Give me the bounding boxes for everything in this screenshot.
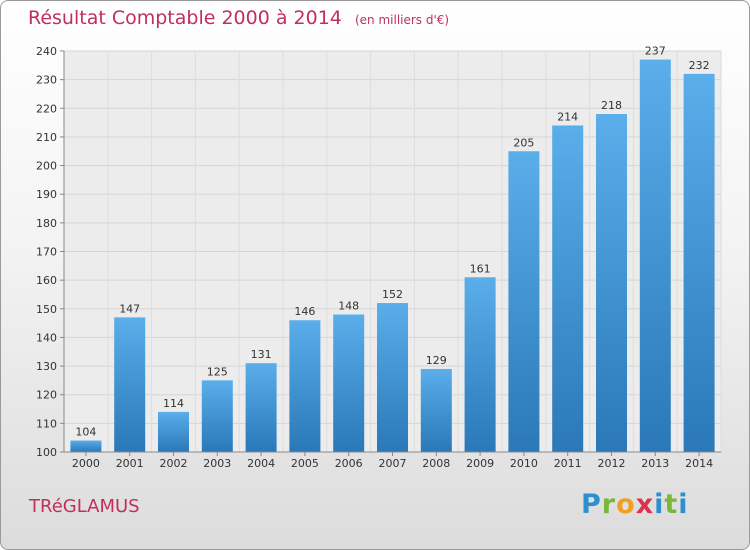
data-label: 125 [207,365,228,378]
bar [596,114,627,452]
logo-letter: x [635,489,655,520]
bar [114,317,146,452]
x-tick-label: 2010 [510,457,538,470]
x-tick-label: 2004 [247,457,275,470]
data-label: 205 [513,136,534,149]
x-tick-label: 2003 [203,457,231,470]
y-tick-label: 120 [36,389,57,402]
y-tick-label: 140 [36,331,57,344]
logo-letter: P [581,489,602,520]
data-label: 131 [251,348,272,361]
data-label: 214 [557,110,578,123]
data-label: 114 [163,397,184,410]
data-label: 146 [294,305,315,318]
bar [289,320,321,452]
y-tick-label: 130 [36,360,57,373]
data-label: 152 [382,288,403,301]
x-tick-label: 2006 [335,457,363,470]
bar [377,303,408,452]
y-tick-label: 240 [36,45,57,58]
bar [464,277,496,452]
x-tick-label: 2013 [641,457,669,470]
bar [508,151,540,452]
y-tick-label: 110 [36,417,57,430]
data-label: 148 [338,300,359,313]
y-tick-label: 100 [36,446,57,459]
bar [201,380,233,452]
data-label: 237 [645,45,666,58]
data-label: 104 [75,426,96,439]
x-tick-label: 2012 [598,457,626,470]
y-tick-label: 160 [36,274,57,287]
y-tick-label: 220 [36,102,57,115]
bar [552,125,584,452]
bar [420,368,452,452]
chart-unit: (en milliers d'€) [354,13,450,27]
chart-title-text: Résultat Comptable 2000 à 2014 [28,7,342,29]
data-label: 147 [119,302,140,315]
x-tick-label: 2007 [379,457,407,470]
x-tick-label: 2001 [116,457,144,470]
x-tick-label: 2002 [160,457,188,470]
x-tick-label: 2011 [554,457,582,470]
data-label: 129 [426,354,447,367]
y-tick-label: 170 [36,246,57,259]
x-tick-label: 2000 [72,457,100,470]
logo-letter: r [601,489,617,520]
y-tick-label: 200 [36,160,57,173]
logo-letter: o [616,489,636,520]
logo-letter: t [664,489,679,520]
logo-letter: i [654,489,665,520]
y-tick-label: 190 [36,188,57,201]
x-tick-label: 2009 [466,457,494,470]
data-label: 218 [601,99,622,112]
bar [158,411,189,452]
data-label: 232 [689,59,710,72]
bar [683,73,715,453]
bar [333,314,365,452]
chart-title: Résultat Comptable 2000 à 2014 (en milli… [28,7,449,29]
bar [245,363,277,452]
y-tick-label: 210 [36,131,57,144]
x-tick-label: 2005 [291,457,319,470]
bar [639,59,671,452]
bar [70,440,102,452]
y-tick-label: 150 [36,303,57,316]
logo-letter: i [678,489,689,520]
town-name: TRéGLAMUS [29,496,140,517]
data-label: 161 [470,262,491,275]
x-tick-label: 2008 [422,457,450,470]
x-tick-label: 2014 [685,457,713,470]
proxiti-logo: Proxiti [581,489,689,520]
y-tick-label: 180 [36,217,57,230]
y-tick-label: 230 [36,74,57,87]
